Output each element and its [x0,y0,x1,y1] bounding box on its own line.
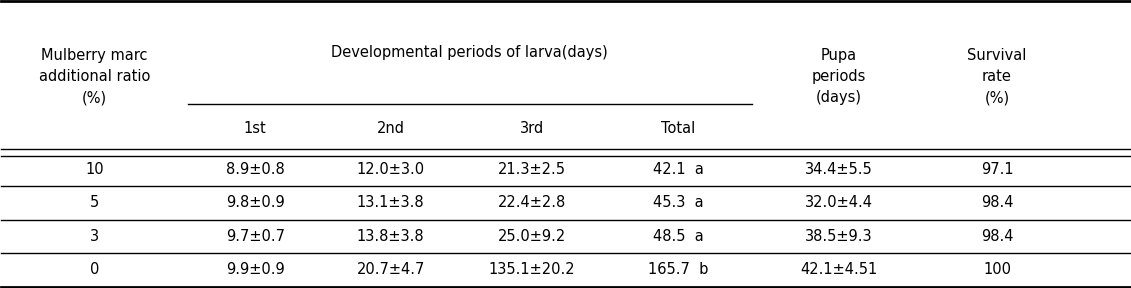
Text: 100: 100 [983,262,1011,277]
Text: 0: 0 [89,262,100,277]
Text: 9.7±0.7: 9.7±0.7 [226,229,285,244]
Text: 42.1  a: 42.1 a [653,162,703,177]
Text: 165.7  b: 165.7 b [648,262,708,277]
Text: 3rd: 3rd [519,121,544,136]
Text: Pupa
periods
(days): Pupa periods (days) [812,48,866,105]
Text: 20.7±4.7: 20.7±4.7 [356,262,425,277]
Text: Survival
rate
(%): Survival rate (%) [967,48,1027,105]
Text: 34.4±5.5: 34.4±5.5 [805,162,873,177]
Text: 1st: 1st [244,121,267,136]
Text: 98.4: 98.4 [981,229,1013,244]
Text: 38.5±9.3: 38.5±9.3 [805,229,873,244]
Text: Mulberry marc
additional ratio
(%): Mulberry marc additional ratio (%) [38,48,150,105]
Text: 45.3  a: 45.3 a [653,195,703,210]
Text: 42.1±4.51: 42.1±4.51 [801,262,878,277]
Text: 21.3±2.5: 21.3±2.5 [498,162,566,177]
Text: 8.9±0.8: 8.9±0.8 [226,162,285,177]
Text: 13.8±3.8: 13.8±3.8 [356,229,424,244]
Text: 97.1: 97.1 [981,162,1013,177]
Text: 3: 3 [89,229,100,244]
Text: 98.4: 98.4 [981,195,1013,210]
Text: 32.0±4.4: 32.0±4.4 [805,195,873,210]
Text: 25.0±9.2: 25.0±9.2 [498,229,566,244]
Text: Developmental periods of larva(days): Developmental periods of larva(days) [331,45,608,60]
Text: 9.9±0.9: 9.9±0.9 [226,262,285,277]
Text: 2nd: 2nd [377,121,405,136]
Text: 13.1±3.8: 13.1±3.8 [356,195,424,210]
Text: Total: Total [662,121,696,136]
Text: 12.0±3.0: 12.0±3.0 [356,162,424,177]
Text: 135.1±20.2: 135.1±20.2 [489,262,575,277]
Text: 9.8±0.9: 9.8±0.9 [226,195,285,210]
Text: 22.4±2.8: 22.4±2.8 [498,195,566,210]
Text: 10: 10 [85,162,104,177]
Text: 5: 5 [89,195,100,210]
Text: 48.5  a: 48.5 a [653,229,703,244]
